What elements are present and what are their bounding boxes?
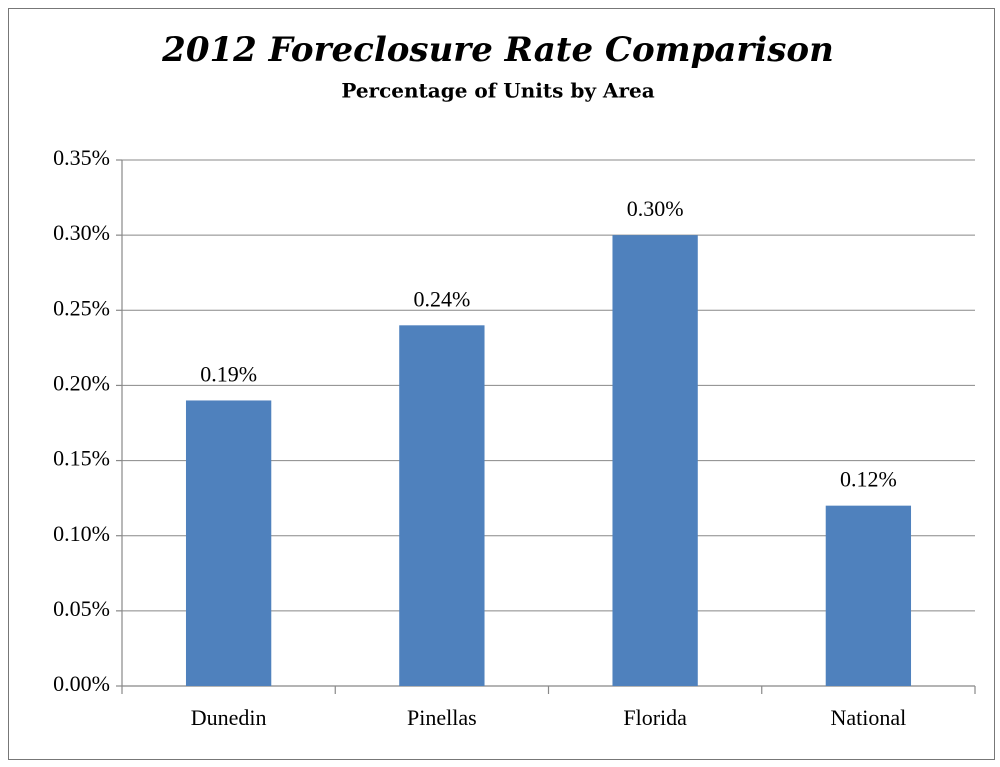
data-label: 0.30% — [627, 196, 684, 221]
bar — [185, 400, 272, 686]
chart-subtitle: Percentage of Units by Area — [341, 79, 654, 103]
y-tick-label: 0.20% — [53, 370, 110, 395]
data-label: 0.19% — [200, 362, 257, 387]
x-tick-label: Pinellas — [407, 705, 477, 730]
y-tick-label: 0.25% — [53, 295, 110, 320]
bar — [825, 505, 912, 686]
y-tick-label: 0.15% — [53, 446, 110, 471]
x-tick-label: Dunedin — [191, 705, 267, 730]
y-tick-label: 0.35% — [53, 145, 110, 170]
x-tick-label: National — [830, 705, 906, 730]
bar — [399, 325, 485, 686]
y-tick-label: 0.10% — [53, 521, 110, 546]
bar — [612, 235, 698, 686]
y-tick-label: 0.00% — [53, 671, 110, 696]
data-label: 0.24% — [413, 286, 470, 311]
chart-title: 2012 Foreclosure Rate Comparison — [161, 30, 834, 70]
x-tick-label: Florida — [623, 705, 687, 730]
y-tick-label: 0.30% — [53, 220, 110, 245]
data-label: 0.12% — [840, 467, 897, 492]
y-tick-label: 0.05% — [53, 596, 110, 621]
